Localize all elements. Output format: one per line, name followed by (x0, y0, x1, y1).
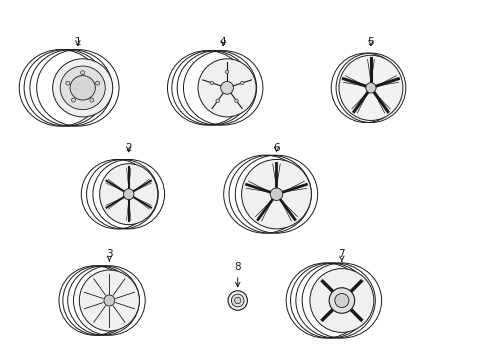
Ellipse shape (270, 188, 283, 201)
Ellipse shape (225, 70, 229, 73)
Ellipse shape (90, 98, 94, 102)
Ellipse shape (310, 269, 374, 332)
Ellipse shape (210, 81, 214, 85)
Ellipse shape (70, 76, 96, 100)
Ellipse shape (60, 66, 105, 110)
Text: 1: 1 (74, 37, 81, 47)
Ellipse shape (231, 294, 244, 307)
Ellipse shape (241, 81, 244, 85)
Text: 4: 4 (220, 37, 226, 47)
Ellipse shape (235, 297, 241, 304)
Ellipse shape (72, 98, 75, 102)
Text: 5: 5 (368, 37, 374, 47)
Ellipse shape (66, 81, 70, 85)
Ellipse shape (198, 59, 256, 117)
Ellipse shape (366, 83, 376, 93)
Ellipse shape (123, 189, 134, 200)
Ellipse shape (220, 81, 233, 94)
Text: 7: 7 (339, 249, 345, 261)
Ellipse shape (104, 295, 115, 306)
Ellipse shape (235, 99, 238, 103)
Ellipse shape (99, 164, 158, 225)
Ellipse shape (329, 288, 355, 313)
Ellipse shape (53, 59, 113, 117)
Text: 6: 6 (273, 143, 280, 153)
Ellipse shape (335, 293, 349, 307)
Ellipse shape (96, 81, 99, 85)
Ellipse shape (339, 55, 403, 121)
Ellipse shape (228, 291, 247, 310)
Text: 2: 2 (125, 143, 132, 153)
Ellipse shape (242, 159, 311, 229)
Text: 8: 8 (234, 262, 241, 287)
Ellipse shape (216, 99, 220, 103)
Text: 3: 3 (106, 249, 113, 261)
Ellipse shape (81, 71, 85, 75)
Ellipse shape (79, 270, 139, 331)
